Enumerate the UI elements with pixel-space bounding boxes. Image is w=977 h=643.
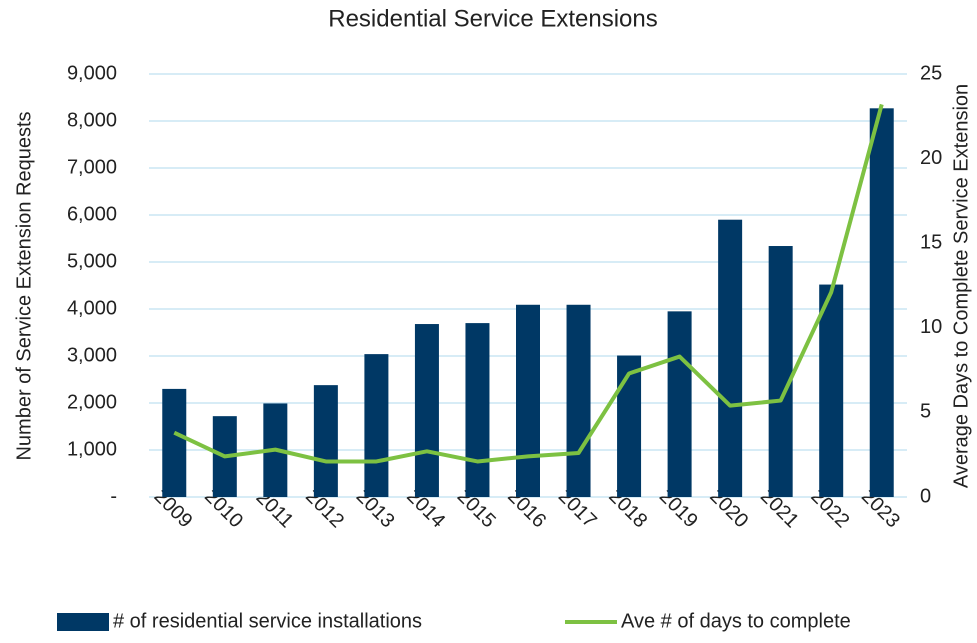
y2-tick-label: 10 bbox=[920, 316, 942, 338]
line bbox=[173, 103, 884, 464]
y-tick-label: 6,000 bbox=[67, 203, 117, 225]
legend-label: Ave # of days to complete bbox=[621, 610, 851, 632]
bar bbox=[869, 108, 894, 497]
chart-title: Residential Service Extensions bbox=[328, 5, 658, 32]
bar bbox=[364, 354, 389, 497]
y-tick-label: 8,000 bbox=[67, 109, 117, 131]
y-tick-label: 9,000 bbox=[67, 62, 117, 84]
bar bbox=[566, 304, 591, 497]
bar bbox=[516, 304, 540, 497]
y2-axis-label: Average Days to Complete Service Extensi… bbox=[950, 84, 972, 488]
bar bbox=[819, 284, 844, 497]
y-tick-label: 2,000 bbox=[67, 391, 117, 413]
bar bbox=[162, 388, 187, 497]
y2-tick-label: 5 bbox=[920, 401, 931, 423]
bar bbox=[414, 324, 439, 497]
bar bbox=[718, 219, 743, 497]
bar bbox=[465, 323, 490, 497]
y2-tick-label: 0 bbox=[920, 485, 931, 507]
y-tick-label: 4,000 bbox=[67, 297, 117, 319]
bar bbox=[617, 355, 642, 497]
bar bbox=[313, 385, 338, 497]
y-axis-label: Number of Service Extension Requests bbox=[13, 111, 35, 460]
legend-swatch bbox=[57, 613, 109, 631]
y-tick-label: 5,000 bbox=[67, 250, 117, 272]
y2-tick-label: 25 bbox=[920, 62, 942, 84]
legend-label: # of residential service installations bbox=[113, 610, 422, 632]
y2-tick-label: 20 bbox=[920, 147, 942, 169]
y2-tick-label: 15 bbox=[920, 231, 942, 253]
y-tick-label: 1,000 bbox=[67, 438, 117, 460]
bar bbox=[768, 246, 793, 497]
y-tick-label: 3,000 bbox=[67, 344, 117, 366]
y-tick-label: - bbox=[110, 485, 117, 507]
y-tick-label: 7,000 bbox=[67, 156, 117, 178]
bar bbox=[667, 311, 692, 497]
